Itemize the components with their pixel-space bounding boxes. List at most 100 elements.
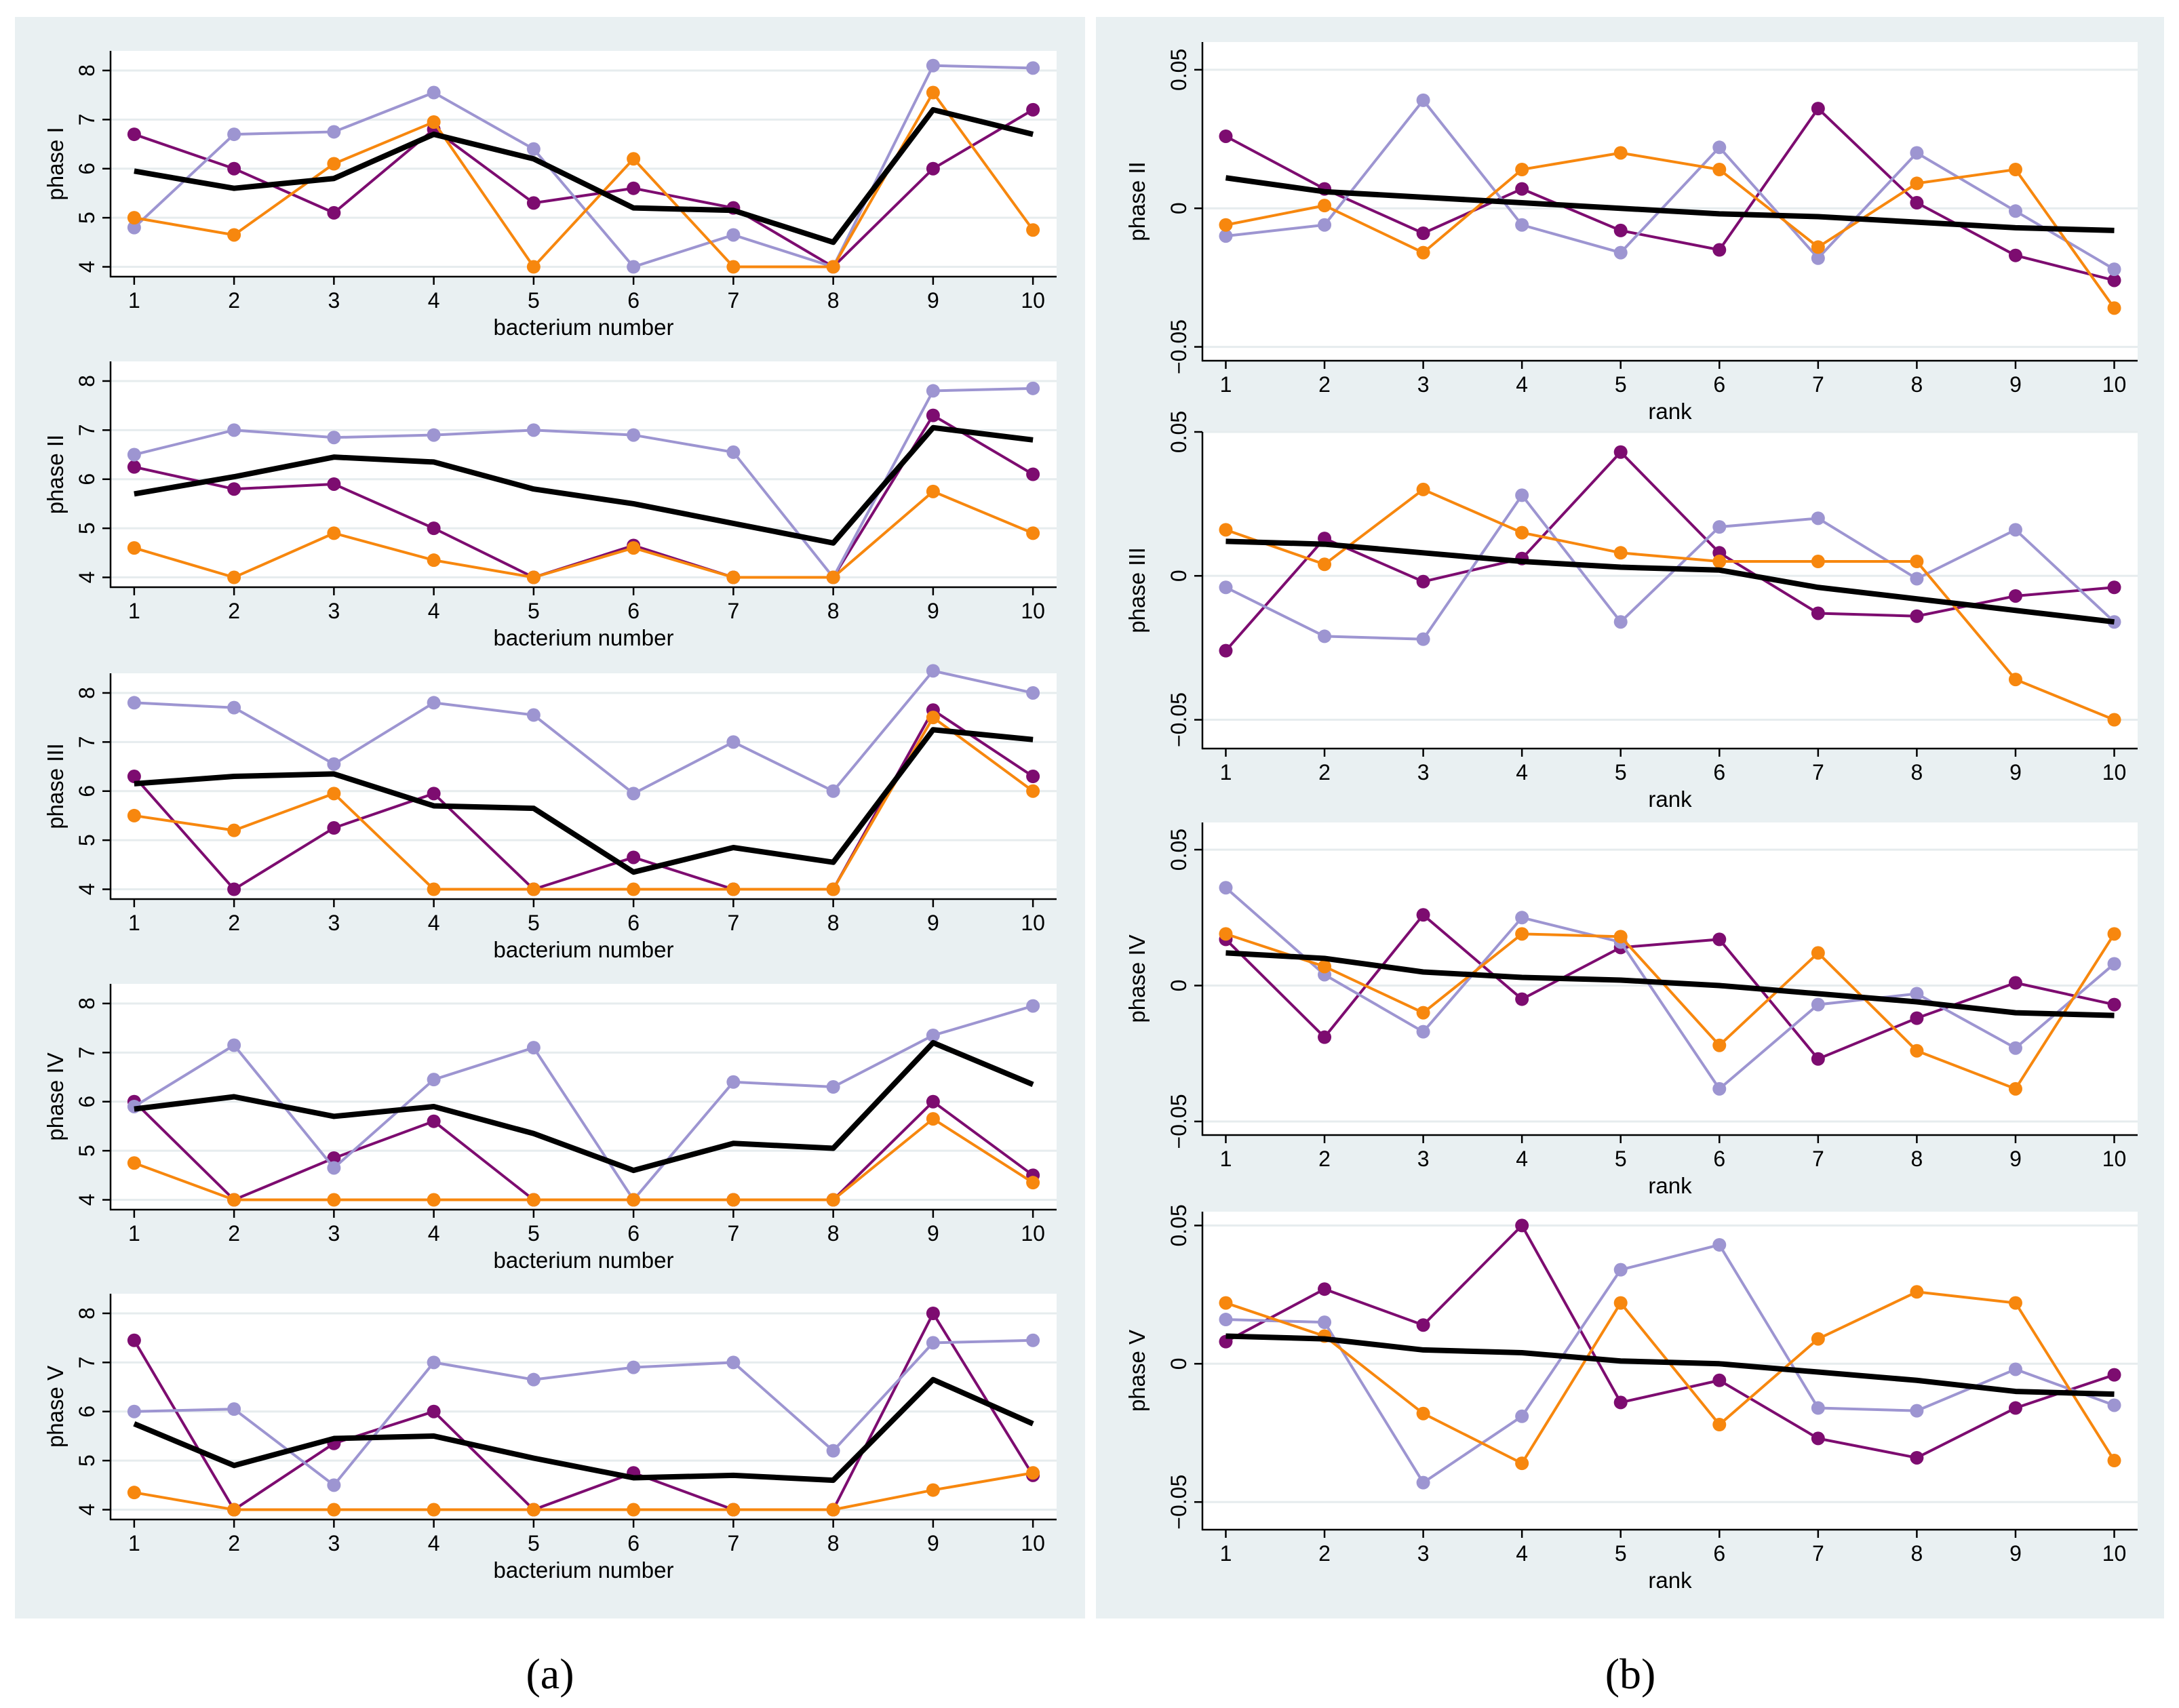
data-point-lavender: [2008, 204, 2022, 218]
x-tick-label: 4: [428, 288, 440, 313]
x-tick-label: 5: [528, 1221, 540, 1246]
x-tick-label: 6: [1713, 372, 1725, 397]
data-point-purple: [127, 770, 141, 784]
data-point-orange: [2008, 163, 2022, 176]
data-point-purple: [926, 1094, 940, 1109]
plot-area: [111, 673, 1057, 899]
x-tick-label: 6: [627, 599, 640, 623]
y-tick-label: 7: [75, 424, 99, 436]
data-point-orange: [1219, 1296, 1233, 1310]
data-point-orange: [926, 1483, 940, 1497]
plot-area: [111, 361, 1057, 587]
data-point-lavender: [1613, 1263, 1628, 1277]
data-point-purple: [2107, 997, 2121, 1012]
data-point-purple: [526, 196, 541, 210]
x-tick-label: 9: [927, 911, 939, 935]
series-line-orange: [134, 1117, 1034, 1201]
data-point-lavender: [1712, 520, 1727, 534]
data-point-orange: [1910, 176, 1924, 191]
data-point-lavender: [1613, 245, 1628, 260]
y-tick-label: 4: [75, 261, 99, 273]
data-point-orange: [526, 260, 541, 274]
x-tick-label: 9: [927, 1531, 939, 1555]
data-point-purple: [1026, 467, 1040, 481]
data-point-orange: [926, 1112, 940, 1126]
x-tick-label: 2: [228, 1531, 240, 1555]
x-tick-label: 2: [228, 911, 240, 935]
x-tick-label: 3: [328, 1531, 340, 1555]
x-tick-label: 5: [528, 911, 540, 935]
series-line-orange: [1225, 488, 2115, 721]
y-tick-label: 7: [75, 1046, 99, 1058]
chart-a-4: 4 5 6 7 8 1 2 3 4 5 6 7 8 9 10 bacterium number phase IV: [43, 984, 1057, 1273]
series-line-lavender: [1225, 1243, 2115, 1485]
data-point-orange: [1910, 1285, 1924, 1299]
data-point-orange: [327, 1503, 341, 1517]
data-point-purple: [926, 161, 940, 176]
data-point-lavender: [627, 787, 641, 801]
x-tick-label: 7: [727, 599, 739, 623]
x-tick-label: 6: [1713, 760, 1725, 785]
series-line-purple: [1225, 1223, 2115, 1460]
x-axis-title: bacterium number: [494, 1557, 674, 1583]
data-point-lavender: [2008, 1041, 2022, 1055]
series-line-orange: [1225, 151, 2116, 309]
y-axis-title: phase V: [43, 1366, 68, 1448]
series-line-mean: [133, 1376, 1034, 1484]
chart-b-6: −0.05 0 0.05 1 2 3 4 5 6 7 8 9 10 rank phase II: [1124, 42, 2138, 424]
data-point-lavender: [1026, 999, 1040, 1013]
data-point-purple: [1416, 574, 1430, 589]
data-point-lavender: [127, 448, 141, 462]
data-point-orange: [1416, 1006, 1430, 1020]
data-point-lavender: [1811, 511, 1825, 525]
data-point-orange: [826, 570, 840, 584]
series-line-mean: [134, 424, 1034, 546]
data-point-lavender: [926, 1029, 940, 1043]
y-tick-label: 4: [75, 572, 99, 584]
data-point-purple: [1910, 196, 1924, 210]
data-point-lavender: [726, 735, 741, 749]
data-point-purple: [427, 1114, 441, 1128]
series-line-mean: [1225, 538, 2115, 625]
plot-area: [111, 1294, 1057, 1520]
y-tick-label: 0.05: [1166, 411, 1191, 453]
y-tick-label: −0.05: [1166, 1094, 1191, 1149]
x-tick-label: 3: [328, 911, 340, 935]
data-point-orange: [427, 553, 441, 568]
x-tick-label: 6: [1713, 1541, 1725, 1566]
data-point-lavender: [1515, 911, 1529, 925]
data-point-orange: [627, 1193, 641, 1207]
plot-area: [1202, 1212, 2138, 1530]
y-tick-label: 4: [75, 1504, 99, 1516]
data-point-orange: [926, 711, 940, 725]
data-point-lavender: [427, 1073, 441, 1087]
x-tick-label: 8: [827, 288, 840, 313]
data-point-lavender: [2008, 523, 2022, 537]
x-tick-label: 1: [1220, 372, 1232, 397]
data-point-orange: [726, 260, 741, 274]
data-point-lavender: [127, 696, 141, 710]
data-point-lavender: [1026, 686, 1040, 700]
x-tick-label: 1: [128, 1221, 140, 1246]
data-point-orange: [1910, 1044, 1924, 1058]
data-point-lavender: [1219, 229, 1233, 243]
data-point-orange: [1712, 163, 1727, 176]
data-point-orange: [1613, 546, 1628, 560]
data-point-lavender: [627, 1360, 641, 1374]
x-tick-label: 9: [2009, 1147, 2022, 1171]
y-tick-label: 6: [75, 1096, 99, 1108]
data-point-orange: [427, 1503, 441, 1517]
x-tick-label: 5: [528, 1531, 540, 1555]
data-point-orange: [427, 1193, 441, 1207]
y-tick-label: −0.05: [1166, 319, 1191, 374]
y-tick-label: 6: [75, 1406, 99, 1418]
data-point-orange: [526, 1193, 541, 1207]
data-point-purple: [627, 850, 641, 865]
data-point-orange: [1026, 1466, 1040, 1480]
data-point-purple: [1515, 992, 1529, 1006]
x-tick-label: 8: [1911, 1541, 1923, 1566]
data-point-orange: [2008, 1081, 2022, 1096]
y-axis-title: phase IV: [43, 1052, 68, 1140]
plot-area: [111, 51, 1057, 277]
x-tick-label: 7: [1812, 1147, 1824, 1171]
